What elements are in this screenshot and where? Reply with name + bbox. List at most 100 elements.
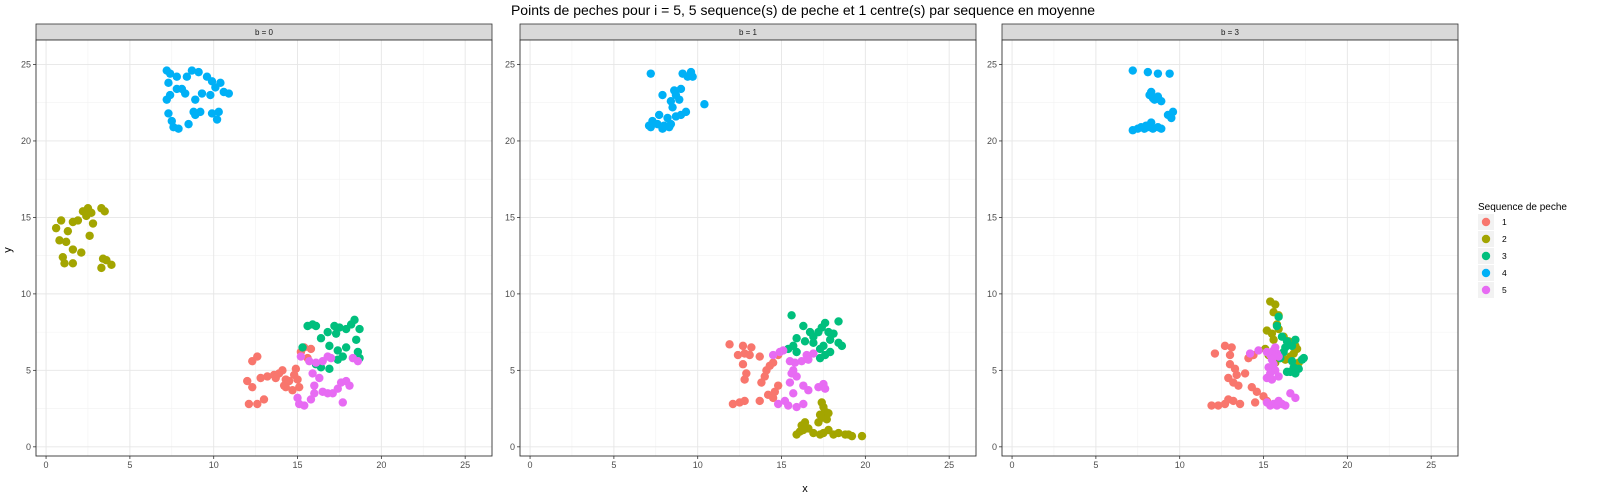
series-3	[1269, 312, 1308, 378]
data-point	[797, 356, 806, 366]
legend-label: 4	[1502, 268, 1507, 278]
y-tick-label: 25	[21, 59, 31, 69]
data-point	[82, 211, 91, 221]
legend-swatch	[1481, 268, 1491, 278]
data-point	[271, 373, 280, 383]
y-tick-label: 5	[510, 365, 515, 375]
data-point	[1207, 401, 1216, 410]
data-point	[1287, 341, 1297, 351]
data-point	[197, 89, 207, 98]
series-1	[1207, 341, 1272, 410]
data-point	[355, 324, 364, 334]
x-tick-label: 25	[1426, 460, 1436, 470]
y-tick-label: 10	[21, 289, 31, 299]
data-point	[820, 318, 830, 328]
data-point	[837, 341, 847, 351]
series-3	[784, 311, 847, 363]
data-point	[88, 219, 98, 228]
data-point	[335, 323, 344, 332]
data-point	[308, 369, 317, 378]
data-point	[316, 334, 326, 343]
data-point	[787, 369, 796, 378]
data-point	[77, 248, 86, 257]
data-point	[829, 329, 838, 338]
data-point	[100, 207, 109, 216]
x-tick-label: 0	[1010, 460, 1015, 470]
data-point	[256, 373, 265, 383]
data-point	[799, 425, 808, 435]
data-point	[323, 327, 332, 337]
series-1	[243, 343, 316, 409]
data-point	[1252, 387, 1262, 396]
legend-item-2: 2	[1478, 231, 1507, 247]
data-point	[338, 398, 347, 407]
data-point	[847, 431, 857, 441]
data-point	[315, 373, 324, 383]
data-point	[1262, 373, 1272, 383]
data-point	[164, 78, 173, 88]
data-point	[191, 95, 200, 104]
data-point	[325, 364, 334, 374]
data-point	[278, 366, 287, 375]
data-point	[789, 389, 798, 398]
data-point	[773, 399, 783, 409]
data-point	[68, 245, 78, 254]
data-point	[182, 72, 192, 81]
data-point	[815, 410, 825, 419]
data-point	[253, 352, 262, 361]
data-point	[740, 396, 749, 406]
data-point	[206, 90, 215, 100]
data-point	[1227, 343, 1236, 352]
data-point	[244, 399, 254, 409]
y-tick-label: 10	[987, 289, 997, 299]
data-point	[212, 115, 222, 124]
series-1	[725, 340, 783, 409]
data-point	[63, 226, 73, 236]
data-point	[820, 384, 830, 393]
data-point	[799, 321, 808, 331]
x-tick-label: 10	[1175, 460, 1185, 470]
data-point	[311, 321, 321, 331]
data-point	[1269, 335, 1278, 344]
data-point	[248, 382, 257, 392]
data-point	[1147, 87, 1156, 97]
data-point	[738, 360, 748, 369]
data-point	[1220, 341, 1230, 351]
legend-items: 1 2 3 4 5	[1478, 214, 1507, 298]
data-point	[804, 386, 813, 395]
data-point	[207, 77, 217, 86]
data-point	[800, 337, 810, 346]
data-point	[1234, 381, 1243, 390]
data-point	[1287, 356, 1297, 366]
data-point	[341, 343, 351, 352]
data-point	[296, 352, 306, 361]
x-tick-label: 0	[44, 460, 49, 470]
data-point	[333, 384, 342, 393]
data-point	[792, 347, 801, 357]
data-point	[214, 107, 223, 117]
data-point	[1299, 353, 1308, 363]
data-point	[306, 344, 316, 354]
data-point	[68, 259, 78, 268]
legend-item-3: 3	[1478, 248, 1507, 264]
data-point	[740, 375, 749, 384]
y-tick-label: 0	[510, 442, 515, 452]
data-point	[353, 356, 363, 366]
data-point	[792, 402, 801, 412]
data-point	[331, 329, 341, 338]
x-tick-label: 5	[127, 460, 132, 470]
data-point	[785, 378, 795, 387]
data-point	[306, 395, 316, 404]
data-point	[787, 311, 796, 320]
panel-border	[1001, 39, 1459, 457]
data-point	[1274, 312, 1283, 322]
data-point	[733, 350, 743, 360]
data-point	[73, 216, 83, 225]
data-point	[700, 100, 709, 109]
y-tick-label: 20	[21, 136, 31, 146]
x-tick-label: 15	[293, 460, 303, 470]
data-point	[800, 418, 810, 427]
data-point	[1153, 69, 1163, 78]
data-point	[1140, 124, 1149, 133]
series-5	[768, 346, 830, 412]
